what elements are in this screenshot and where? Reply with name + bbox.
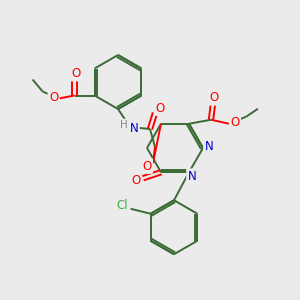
Text: O: O [155, 101, 165, 115]
Text: Cl: Cl [117, 199, 128, 212]
Text: O: O [131, 174, 141, 187]
Text: H: H [120, 120, 128, 130]
Text: O: O [142, 160, 152, 172]
Text: O: O [49, 91, 58, 104]
Text: O: O [230, 116, 240, 129]
Text: N: N [205, 140, 213, 154]
Text: N: N [130, 122, 138, 134]
Text: O: O [209, 91, 219, 104]
Text: N: N [188, 170, 196, 183]
Text: O: O [71, 67, 80, 80]
